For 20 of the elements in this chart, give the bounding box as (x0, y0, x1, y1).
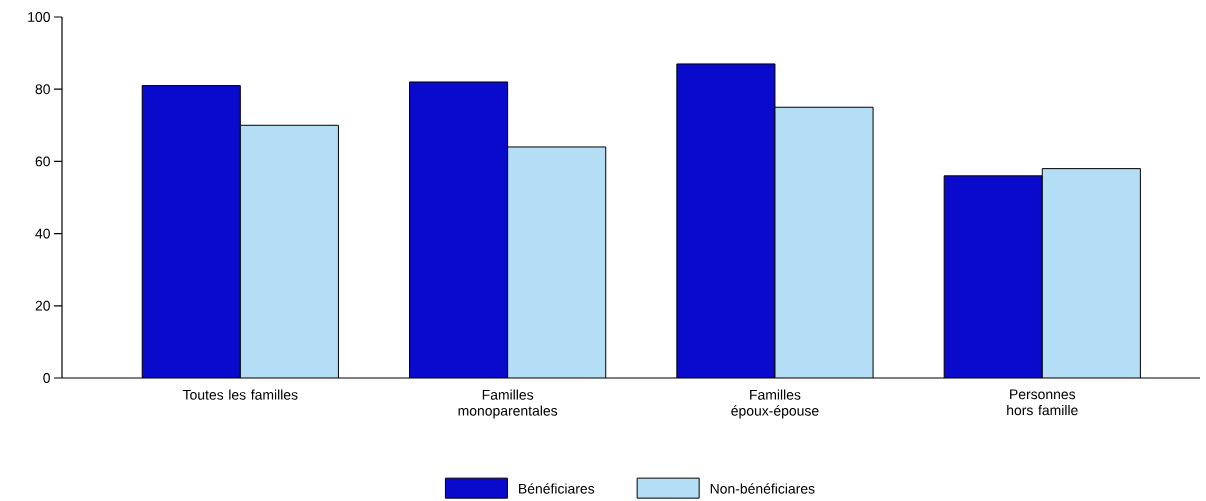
x-tick-label: Personnes hors famille (1007, 389, 1078, 416)
bar (240, 125, 339, 379)
y-tick-label: 0 (43, 373, 50, 384)
y-tick-label: 100 (28, 12, 50, 23)
y-tick-label: 20 (35, 301, 50, 311)
bar (142, 85, 241, 379)
legend-label: Bénéficiares (519, 483, 595, 494)
bar (676, 64, 775, 379)
y-tick-label: 80 (35, 84, 50, 95)
legend-label: Non-bénéficiares (710, 483, 815, 494)
x-tick-label: Toutes les familles (182, 389, 298, 400)
y-tick-label: 40 (35, 228, 50, 239)
x-tick-label: Familles monoparentales (458, 389, 558, 419)
x-tick-label: Familles époux-épouse (731, 389, 819, 419)
bar (409, 82, 508, 379)
y-tick-label: 60 (35, 156, 50, 167)
bar (507, 147, 606, 379)
bar (943, 175, 1043, 379)
bar (774, 107, 874, 379)
bar (1041, 168, 1141, 379)
